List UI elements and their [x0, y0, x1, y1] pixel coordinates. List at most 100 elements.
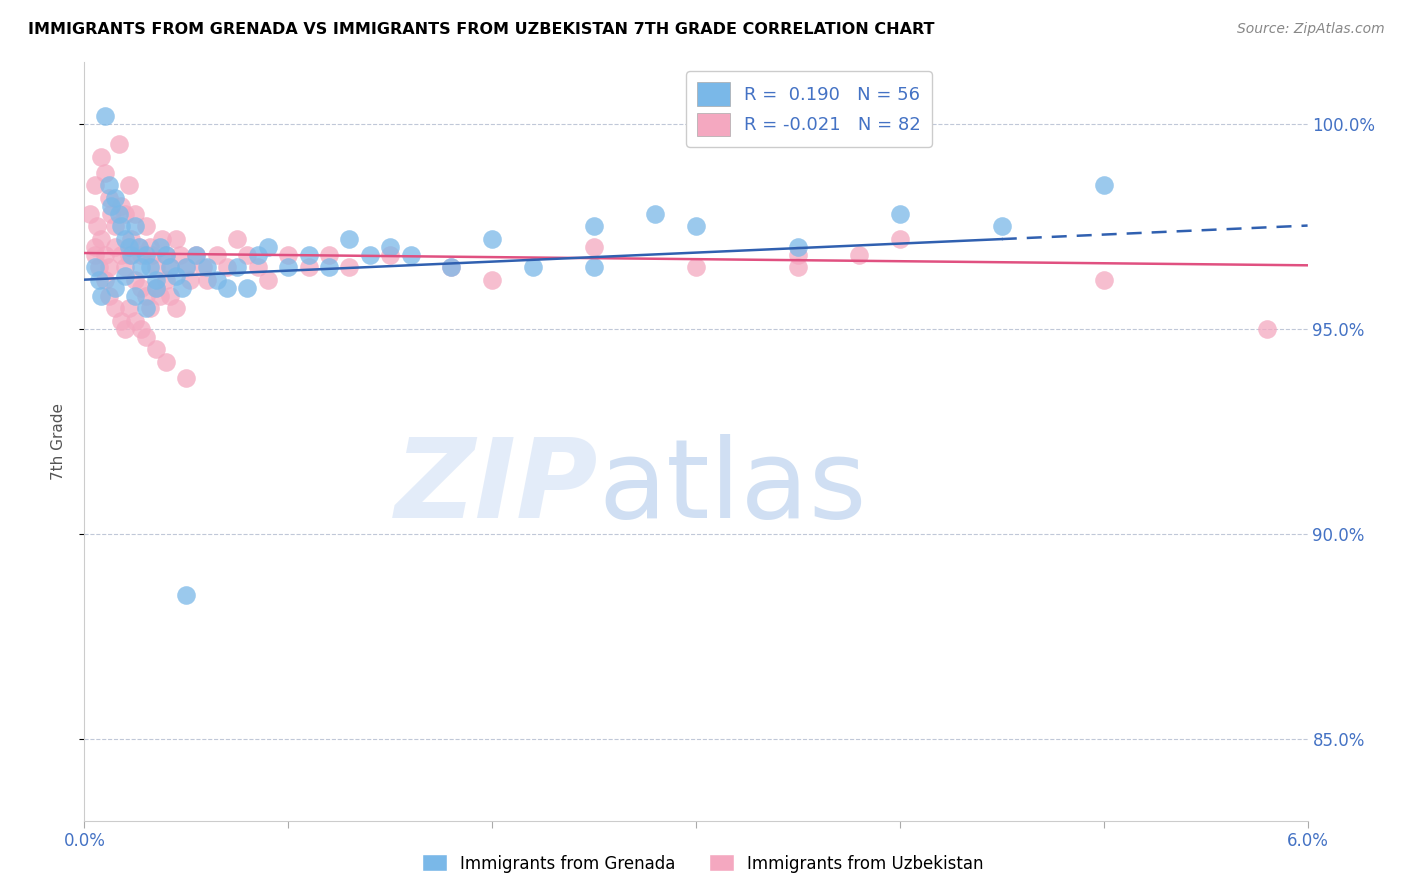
Point [685, 219, 707, 234]
Point [685, 260, 707, 275]
Point [583, 260, 606, 275]
Point [174, 260, 197, 275]
Point [277, 260, 299, 275]
Point [79, 207, 101, 221]
Point [141, 248, 163, 262]
Text: IMMIGRANTS FROM GRENADA VS IMMIGRANTS FROM UZBEKISTAN 7TH GRADE CORRELATION CHAR: IMMIGRANTS FROM GRENADA VS IMMIGRANTS FR… [28, 22, 935, 37]
Point [150, 232, 173, 246]
Point [205, 248, 228, 262]
Point [110, 199, 132, 213]
Point [86, 219, 108, 234]
Point [104, 191, 127, 205]
Point [100, 207, 122, 221]
Point [236, 281, 259, 295]
Point [481, 273, 503, 287]
Point [174, 371, 197, 385]
Point [145, 281, 167, 295]
Point [195, 260, 218, 275]
Point [339, 260, 361, 275]
Point [120, 232, 142, 246]
Point [787, 260, 810, 275]
Point [159, 260, 181, 275]
Point [318, 260, 340, 275]
Point [155, 248, 177, 262]
Point [110, 313, 132, 327]
Point [217, 281, 239, 295]
Point [124, 273, 146, 287]
Point [97, 178, 120, 193]
Point [889, 207, 911, 221]
Text: ZIP: ZIP [395, 434, 598, 541]
Point [124, 289, 146, 303]
Point [114, 232, 136, 246]
Point [165, 268, 187, 283]
Point [155, 248, 177, 262]
Text: Source: ZipAtlas.com: Source: ZipAtlas.com [1237, 22, 1385, 37]
Point [149, 240, 172, 254]
Point [205, 273, 228, 287]
Point [440, 260, 463, 275]
Point [135, 301, 157, 316]
Point [179, 273, 201, 287]
Point [380, 248, 402, 262]
Point [104, 219, 127, 234]
Point [124, 207, 146, 221]
Point [440, 260, 463, 275]
Point [165, 232, 187, 246]
Point [83, 178, 105, 193]
Point [246, 248, 269, 262]
Point [298, 260, 321, 275]
Point [277, 248, 299, 262]
Point [114, 322, 136, 336]
Point [135, 219, 157, 234]
Point [149, 289, 172, 303]
Point [108, 207, 131, 221]
Point [97, 260, 120, 275]
Point [135, 289, 157, 303]
Point [191, 260, 214, 275]
Point [93, 248, 115, 262]
Point [93, 166, 115, 180]
Point [991, 219, 1014, 234]
Point [138, 240, 160, 254]
Point [118, 178, 141, 193]
Point [108, 137, 131, 152]
Point [93, 273, 115, 287]
Point [83, 240, 105, 254]
Point [131, 322, 153, 336]
Point [236, 248, 259, 262]
Point [848, 248, 870, 262]
Point [128, 240, 150, 254]
Point [644, 207, 666, 221]
Point [889, 232, 911, 246]
Point [100, 199, 122, 213]
Point [131, 260, 153, 275]
Point [104, 240, 127, 254]
Point [104, 281, 127, 295]
Point [1092, 178, 1115, 193]
Point [83, 260, 105, 275]
Point [257, 240, 280, 254]
Point [118, 240, 141, 254]
Point [169, 248, 191, 262]
Point [131, 281, 153, 295]
Point [583, 240, 606, 254]
Point [97, 191, 120, 205]
Point [110, 248, 132, 262]
Point [186, 248, 208, 262]
Point [110, 219, 132, 234]
Point [399, 248, 422, 262]
Point [145, 273, 167, 287]
Point [124, 313, 146, 327]
Point [128, 240, 150, 254]
Point [226, 260, 249, 275]
Point [583, 219, 606, 234]
Point [186, 248, 208, 262]
Point [145, 281, 167, 295]
Point [118, 301, 141, 316]
Point [104, 301, 127, 316]
Point [83, 248, 105, 262]
Point [359, 248, 381, 262]
Point [159, 289, 181, 303]
Point [217, 260, 239, 275]
